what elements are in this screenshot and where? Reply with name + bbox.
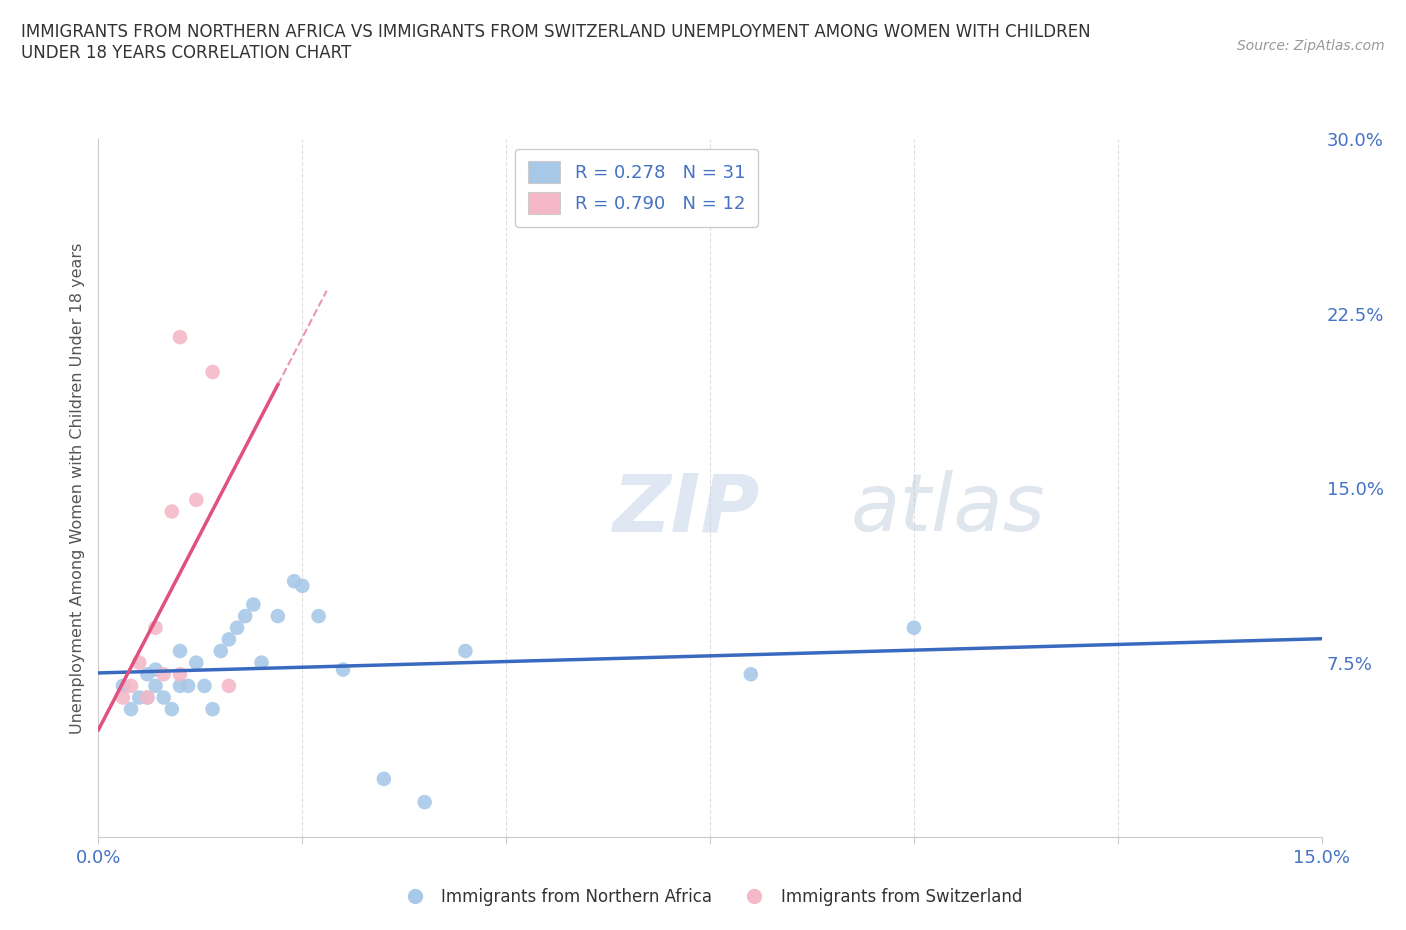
Point xyxy=(267,609,290,624)
Point xyxy=(169,679,191,694)
Point xyxy=(128,690,150,705)
Point xyxy=(201,365,224,379)
Point xyxy=(128,656,150,671)
Point xyxy=(152,667,174,682)
Point xyxy=(111,679,134,694)
Point xyxy=(218,632,240,647)
Point xyxy=(193,679,215,694)
Point xyxy=(308,609,330,624)
Point xyxy=(291,578,314,593)
Point xyxy=(233,609,256,624)
Point xyxy=(136,667,159,682)
Point xyxy=(169,330,191,345)
Text: Source: ZipAtlas.com: Source: ZipAtlas.com xyxy=(1237,39,1385,53)
Point xyxy=(740,667,762,682)
Point xyxy=(169,667,191,682)
Point xyxy=(145,620,167,635)
Point xyxy=(373,772,395,787)
Point xyxy=(120,679,142,694)
Point xyxy=(120,701,142,716)
Text: atlas: atlas xyxy=(851,471,1046,548)
Point xyxy=(903,620,925,635)
Point xyxy=(111,690,134,705)
Point xyxy=(218,679,240,694)
Point xyxy=(283,574,305,589)
Text: ZIP: ZIP xyxy=(612,471,759,548)
Point xyxy=(160,504,183,519)
Point xyxy=(186,656,208,671)
Point xyxy=(332,662,354,677)
Text: IMMIGRANTS FROM NORTHERN AFRICA VS IMMIGRANTS FROM SWITZERLAND UNEMPLOYMENT AMON: IMMIGRANTS FROM NORTHERN AFRICA VS IMMIG… xyxy=(21,23,1091,41)
Y-axis label: Unemployment Among Women with Children Under 18 years: Unemployment Among Women with Children U… xyxy=(69,243,84,734)
Point xyxy=(152,690,174,705)
Point xyxy=(242,597,264,612)
Legend: Immigrants from Northern Africa, Immigrants from Switzerland: Immigrants from Northern Africa, Immigra… xyxy=(391,881,1029,912)
Point xyxy=(250,656,273,671)
Point xyxy=(177,679,200,694)
Point xyxy=(209,644,232,658)
Point xyxy=(169,644,191,658)
Point xyxy=(454,644,477,658)
Point xyxy=(145,679,167,694)
Point xyxy=(186,493,208,508)
Point xyxy=(160,701,183,716)
Text: UNDER 18 YEARS CORRELATION CHART: UNDER 18 YEARS CORRELATION CHART xyxy=(21,44,351,61)
Point xyxy=(136,690,159,705)
Point xyxy=(145,662,167,677)
Point xyxy=(226,620,249,635)
Point xyxy=(201,701,224,716)
Point xyxy=(136,690,159,705)
Point xyxy=(413,794,436,809)
